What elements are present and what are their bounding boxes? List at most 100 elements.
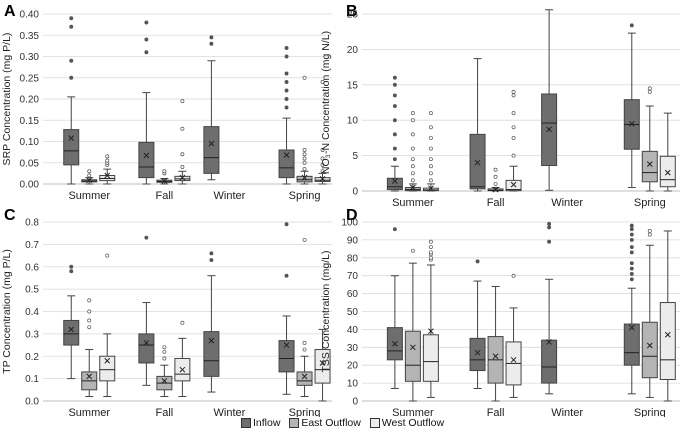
box-east-outflow-spring	[641, 86, 658, 192]
legend-item-east-outflow: East Outflow	[289, 417, 361, 429]
x-tick-label-summer: Summer	[392, 197, 434, 209]
legend-swatch-east-outflow	[289, 418, 300, 428]
box-west-outflow-spring	[314, 80, 331, 185]
y-tick-label: 0.40	[20, 10, 40, 21]
mean-marker	[410, 184, 416, 191]
box-iqr	[422, 334, 439, 382]
y-tick-label: 0.4	[25, 307, 39, 318]
box-west-outflow-summer	[422, 111, 439, 192]
y-tick-label: 5	[352, 151, 358, 162]
outlier-point	[69, 75, 74, 80]
legend-label-east-outflow: East Outflow	[301, 417, 361, 429]
outlier-point	[428, 250, 433, 255]
outlier-point	[392, 227, 397, 232]
y-tick-label: 0.8	[25, 218, 39, 229]
outlier-point	[284, 88, 289, 93]
outlier-point	[410, 157, 415, 162]
outlier-point	[284, 71, 289, 76]
outlier-point	[302, 156, 307, 161]
box-east-outflow-spring	[641, 228, 658, 398]
outlier-point	[180, 99, 185, 104]
outlier-point	[629, 266, 634, 271]
outlier-point	[69, 24, 74, 29]
outlier-point	[629, 271, 634, 276]
box-inflow-summer	[386, 75, 403, 192]
box-iqr	[63, 319, 80, 346]
box-iqr	[138, 141, 155, 179]
outlier-point	[629, 277, 634, 282]
outlier-point	[428, 111, 433, 116]
figure-four-panel-boxplots: A0.000.050.100.150.200.250.300.350.40SRP…	[1, 3, 680, 417]
y-tick-label: 90	[347, 235, 359, 246]
mean-marker	[319, 360, 326, 366]
box-iqr	[203, 126, 220, 174]
y-axis-label: NO₃-N Concentration (mg N/L)	[320, 31, 332, 174]
mean-marker	[410, 344, 416, 351]
outlier-point	[320, 169, 325, 174]
y-tick-label: 0.7	[25, 240, 39, 251]
outlier-point	[428, 178, 433, 183]
outlier-point	[284, 80, 289, 84]
box-west-outflow-fall	[505, 89, 522, 192]
outlier-point	[320, 80, 325, 84]
panel-d: D 0 10 20 30 40 50 60 70 80 90 100 TSS Concentration…	[320, 207, 680, 417]
outlier-point	[302, 148, 307, 152]
y-axis-label: SRP Concentration (mg P/L)	[1, 33, 13, 166]
outlier-point	[209, 251, 214, 256]
outlier-point	[302, 160, 307, 165]
box-inflow-summer	[386, 227, 403, 389]
box-iqr	[469, 337, 486, 372]
outlier-point	[69, 269, 74, 274]
box-east-outflow-spring	[296, 237, 313, 398]
box-west-outflow-fall	[174, 320, 191, 398]
outlier-point	[302, 167, 307, 172]
mean-marker	[283, 152, 290, 158]
outlier-point	[392, 157, 397, 162]
outlier-point	[392, 146, 397, 151]
outlier-point	[629, 23, 634, 28]
mean-marker	[474, 159, 481, 166]
outlier-point	[547, 239, 552, 244]
outlier-point	[69, 264, 74, 269]
outlier-point	[428, 157, 433, 162]
mean-marker	[646, 161, 653, 167]
outlier-point	[428, 245, 433, 250]
mean-marker	[161, 378, 168, 384]
mean-marker	[301, 174, 308, 181]
mean-marker	[628, 120, 635, 127]
mean-marker	[208, 140, 215, 147]
box-iqr	[99, 355, 116, 382]
outlier-point	[647, 232, 652, 237]
box-inflow-spring	[278, 222, 295, 395]
x-tick-label-winter: Winter	[214, 190, 246, 202]
box-iqr	[641, 150, 658, 183]
box-west-outflow-spring	[314, 328, 331, 402]
box-west-outflow-fall	[174, 99, 191, 185]
outlier-point	[162, 356, 167, 361]
legend-swatch-west-outflow	[369, 418, 380, 428]
outlier-point	[493, 174, 498, 179]
y-tick-label: 0.25	[20, 73, 40, 84]
box-west-outflow-summer	[422, 239, 439, 398]
outlier-point	[302, 75, 307, 80]
x-tick-label-fall: Fall	[156, 190, 174, 202]
outlier-point	[144, 37, 149, 42]
mean-marker	[319, 176, 326, 182]
y-tick-label: 0.3	[25, 329, 39, 340]
outlier-point	[302, 340, 307, 345]
box-inflow-winter	[541, 221, 558, 395]
outlier-point	[69, 58, 74, 63]
box-iqr	[203, 331, 220, 377]
box-iqr	[296, 371, 313, 386]
outlier-point	[428, 164, 433, 169]
outlier-point	[629, 237, 634, 242]
box-iqr	[138, 333, 155, 364]
x-tick-label-summer: Summer	[392, 407, 434, 417]
box-inflow-fall	[469, 259, 486, 389]
outlier-point	[162, 349, 167, 354]
box-inflow-winter	[203, 251, 220, 393]
mean-marker	[474, 349, 481, 356]
outlier-point	[144, 50, 149, 55]
outlier-point	[284, 97, 289, 101]
outlier-point	[392, 75, 397, 80]
